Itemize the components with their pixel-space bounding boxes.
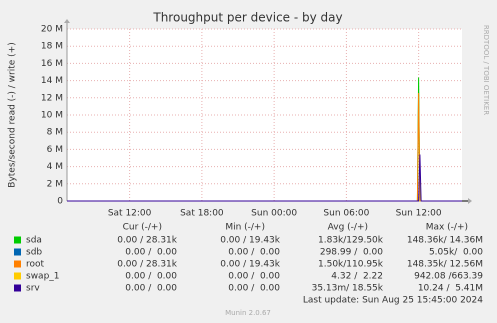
legend-stat: 35.13m/ 18.55k	[312, 284, 384, 294]
x-tick-label: Sun 00:00	[251, 209, 297, 219]
y-tick-label: 4 M	[47, 162, 63, 172]
y-tick-label: 0	[57, 197, 63, 207]
legend-stat: 5.05k/ 0.00	[429, 248, 483, 258]
last-update: Last update: Sun Aug 25 15:45:00 2024	[303, 296, 483, 306]
legend-stat: 0.00 / 0.00	[228, 248, 280, 258]
legend-stat: 0.00 / 0.00	[228, 284, 280, 294]
y-tick-label: 6 M	[47, 145, 63, 155]
legend-swatch	[14, 236, 21, 244]
legend-swatch	[14, 272, 21, 280]
legend-header: Avg (-/+)	[328, 223, 368, 233]
legend-swatch	[14, 260, 21, 268]
legend-stat: 10.24 / 5.41M	[418, 284, 483, 294]
legend-label: sdb	[26, 248, 42, 258]
legend-header: Max (-/+)	[426, 223, 468, 233]
axis-arrow	[468, 198, 472, 204]
legend-label: root	[26, 260, 45, 270]
legend-stat: 148.36k/ 14.36M	[407, 236, 483, 246]
legend-swatch	[14, 248, 21, 256]
legend-stat: 1.50k/110.95k	[318, 260, 384, 270]
legend-stat: 148.35k/ 12.56M	[407, 260, 483, 270]
plot-area	[67, 29, 462, 201]
legend-stat: 0.00 / 19.43k	[220, 236, 281, 246]
y-axis-label: Bytes/second read (-) / write (+)	[8, 42, 18, 187]
legend-stat: 0.00 / 28.31k	[117, 260, 178, 270]
legend-stat: 1.83k/129.50k	[318, 236, 384, 246]
axis-arrow	[64, 19, 70, 23]
y-tick-label: 18 M	[41, 42, 63, 52]
series-line	[67, 154, 462, 202]
side-text: RRDTOOL / TOBI OETIKER	[482, 25, 490, 115]
legend-header: Cur (-/+)	[123, 223, 162, 233]
legend-stat: 4.32 / 2.22	[331, 272, 383, 282]
legend-stat: 0.00 / 0.00	[125, 248, 177, 258]
x-tick-label: Sat 12:00	[108, 209, 152, 219]
legend-header: Min (-/+)	[225, 223, 265, 233]
footer: Munin 2.0.67	[225, 309, 271, 317]
y-tick-label: 14 M	[41, 76, 63, 86]
y-tick-label: 16 M	[41, 59, 63, 69]
y-tick-label: 12 M	[41, 93, 63, 103]
x-tick-label: Sat 18:00	[180, 209, 224, 219]
y-tick-label: 2 M	[47, 179, 63, 189]
legend-swatch	[14, 284, 21, 292]
chart-title: Throughput per device - by day	[152, 11, 342, 25]
y-tick-label: 20 M	[41, 25, 63, 35]
y-tick-label: 10 M	[41, 111, 63, 121]
legend-stat: 0.00 / 0.00	[228, 272, 280, 282]
legend-stat: 942.08 /663.39	[414, 272, 483, 282]
legend-stat: 0.00 / 0.00	[125, 284, 177, 294]
legend-stat: 0.00 / 28.31k	[117, 236, 178, 246]
y-tick-label: 8 M	[47, 128, 63, 138]
legend-stat: 298.99 / 0.00	[320, 248, 383, 258]
x-tick-label: Sun 12:00	[396, 209, 442, 219]
legend-label: sda	[26, 236, 42, 246]
legend-stat: 0.00 / 0.00	[125, 272, 177, 282]
x-tick-label: Sun 06:00	[323, 209, 369, 219]
legend-label: swap_1	[26, 272, 60, 282]
legend-stat: 0.00 / 19.43k	[220, 260, 281, 270]
legend-label: srv	[26, 284, 40, 294]
